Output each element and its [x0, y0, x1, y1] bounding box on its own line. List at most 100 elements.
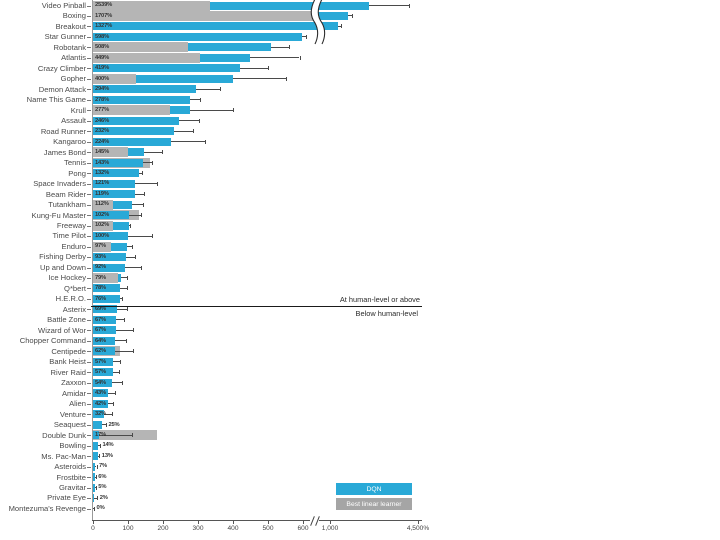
error-whisker	[93, 497, 98, 499]
error-whisker	[101, 424, 106, 426]
y-axis-tick	[87, 277, 91, 279]
value-label: 102%	[95, 222, 110, 229]
y-axis-tick	[87, 15, 91, 17]
value-label: 278%	[95, 96, 110, 103]
y-axis-tick	[87, 372, 91, 374]
y-axis-tick	[87, 236, 91, 238]
error-whisker	[347, 15, 353, 17]
x-axis-tick	[198, 521, 199, 524]
y-axis-tick	[87, 466, 91, 468]
value-label: 1707%	[95, 12, 113, 19]
error-whisker-cap	[119, 359, 121, 364]
error-whisker	[115, 340, 126, 342]
y-axis-tick	[87, 246, 91, 248]
best-linear-bar	[93, 73, 137, 84]
value-label: 13%	[101, 452, 113, 459]
dqn-bar	[93, 462, 96, 471]
dqn-bar	[93, 22, 339, 31]
game-label: Time Pilot	[52, 231, 86, 241]
error-whisker-cap	[95, 475, 97, 480]
error-whisker	[97, 445, 100, 447]
dqn-bar	[93, 420, 102, 429]
error-whisker-cap	[100, 443, 101, 448]
error-whisker	[97, 455, 100, 457]
error-whisker-cap	[95, 485, 97, 490]
game-label: Bowling	[59, 441, 86, 451]
error-whisker-cap	[125, 338, 127, 343]
axis-break-icon	[310, 0, 326, 45]
error-whisker	[250, 57, 300, 59]
value-label: 97%	[95, 243, 107, 250]
error-whisker-cap	[285, 76, 287, 81]
dqn-bar	[93, 431, 99, 440]
dqn-bar	[93, 315, 117, 324]
value-label: 76%	[95, 295, 107, 302]
error-whisker	[195, 88, 221, 90]
y-axis-tick	[87, 435, 91, 437]
x-axis-tick-label: 300	[192, 525, 204, 532]
value-label: 92%	[95, 264, 107, 271]
game-label: Double Dunk	[42, 430, 86, 440]
value-label: 62%	[95, 348, 107, 355]
value-label: 57%	[95, 358, 107, 365]
error-whisker-cap	[289, 45, 290, 50]
error-whisker	[128, 214, 141, 216]
y-axis-tick	[87, 257, 91, 259]
error-whisker	[126, 246, 132, 248]
y-axis-tick	[87, 319, 91, 321]
game-label: Krull	[70, 105, 86, 115]
error-whisker	[94, 487, 96, 489]
y-axis-tick	[87, 47, 91, 49]
dqn-bar	[93, 305, 118, 314]
y-axis-tick	[87, 183, 91, 185]
dqn-bar	[93, 410, 105, 419]
legend-best-linear-swatch: Best linear learner	[336, 498, 412, 510]
value-label: 224%	[95, 138, 110, 145]
error-whisker-cap	[157, 181, 159, 186]
game-label: Wizard of Wor	[38, 325, 86, 335]
dqn-bar	[93, 473, 96, 482]
y-axis-tick	[87, 424, 91, 426]
game-label: Asterix	[62, 304, 86, 314]
game-label: Zaxxon	[61, 378, 86, 388]
dqn-bar	[93, 32, 303, 41]
value-label: 32%	[95, 411, 107, 418]
error-whisker-cap	[352, 13, 354, 18]
value-label: 57%	[95, 369, 107, 376]
y-axis-tick	[87, 78, 91, 80]
game-label: Frostbite	[56, 472, 86, 482]
y-axis-tick	[87, 215, 91, 217]
best-linear-bar	[93, 147, 128, 158]
game-label: Road Runner	[40, 126, 86, 136]
y-axis-tick	[87, 225, 91, 227]
error-whisker	[116, 319, 125, 321]
y-axis-tick	[87, 141, 91, 143]
dqn-bar	[93, 368, 113, 377]
y-axis-tick	[87, 173, 91, 175]
error-whisker-cap	[152, 234, 154, 239]
error-whisker	[104, 413, 112, 415]
game-label: Tennis	[64, 158, 86, 168]
best-linear-bar	[93, 42, 188, 53]
error-whisker-cap	[111, 412, 113, 417]
dqn-bar	[93, 294, 120, 303]
value-label: 0%	[96, 505, 105, 512]
legend-dqn-label: DQN	[366, 485, 382, 493]
error-whisker	[368, 5, 410, 6]
game-label: Q*bert	[64, 283, 86, 293]
dqn-bar	[93, 452, 98, 461]
error-whisker-cap	[151, 160, 153, 165]
error-whisker-cap	[144, 192, 146, 197]
x-axis-tick-label: 1,000	[321, 525, 339, 532]
dqn-bar	[93, 74, 233, 83]
error-whisker	[189, 109, 233, 111]
y-axis-tick	[87, 110, 91, 112]
game-label: Pong	[68, 168, 86, 178]
value-label: 449%	[95, 54, 110, 61]
game-label: Amidar	[61, 388, 86, 398]
dqn-bar	[93, 441, 98, 450]
game-label: Boxing	[62, 11, 86, 21]
error-whisker	[302, 36, 306, 38]
error-whisker-cap	[200, 97, 202, 102]
error-whisker-cap	[96, 464, 98, 469]
